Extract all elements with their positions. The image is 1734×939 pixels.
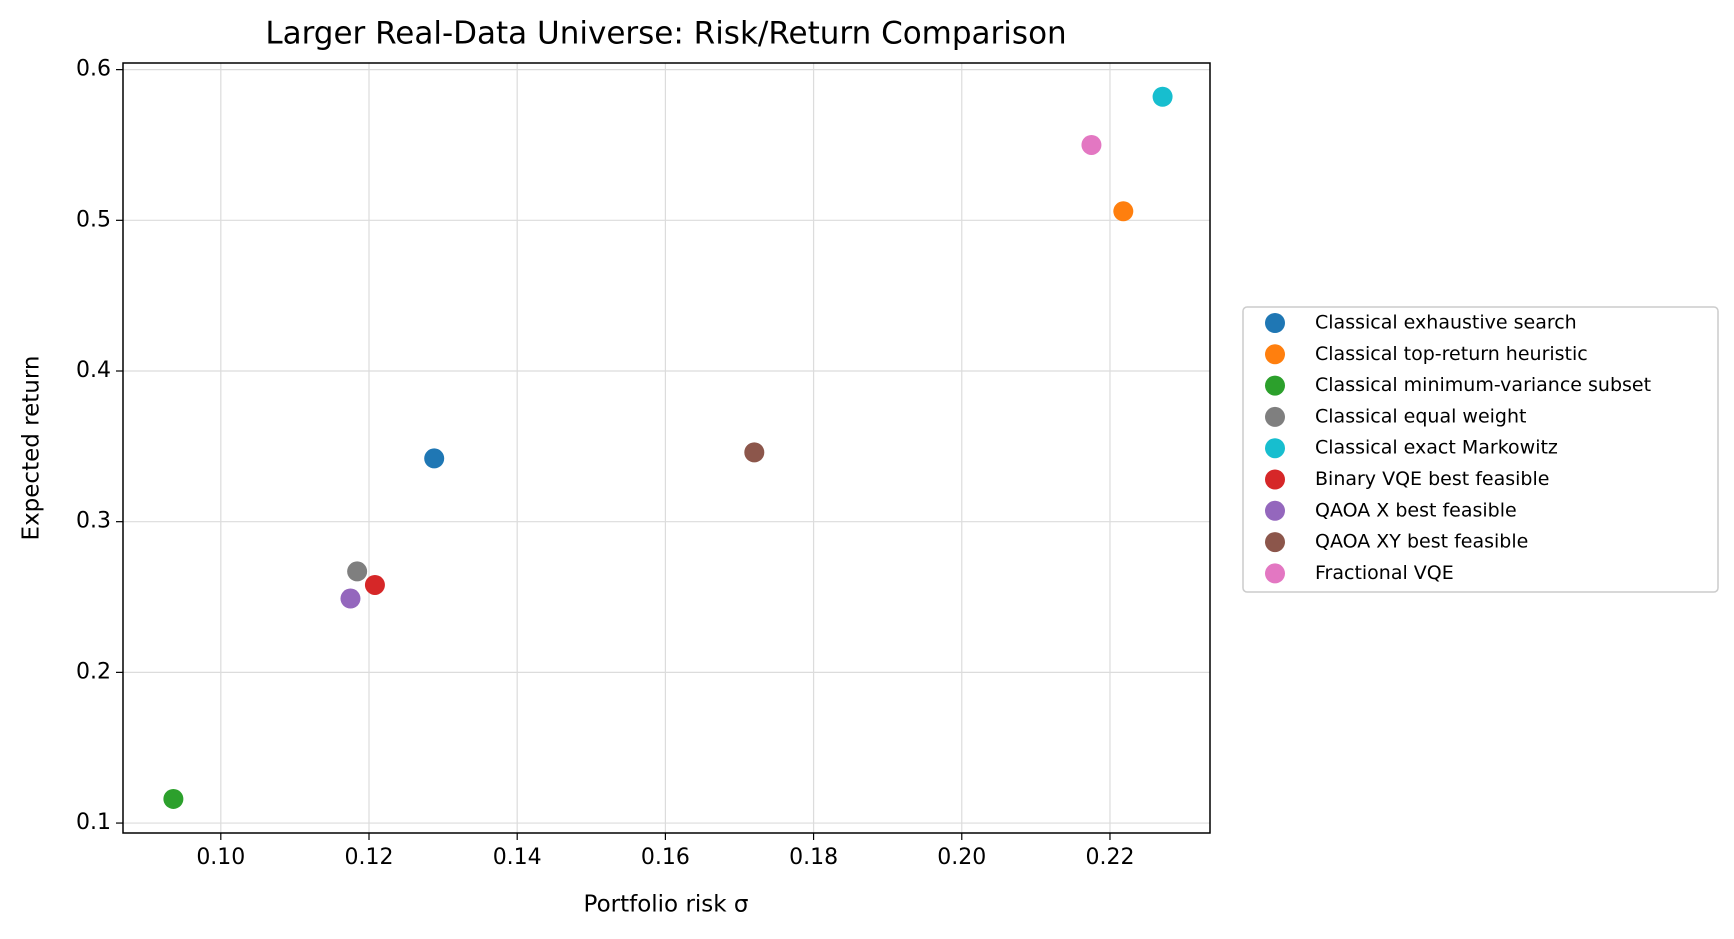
y-tick-label: 0.1 [76, 810, 111, 835]
legend-marker [1265, 563, 1285, 584]
legend-marker [1265, 344, 1285, 365]
x-tick-label: 0.10 [196, 845, 245, 870]
legend-label: Binary VQE best feasible [1315, 468, 1549, 490]
y-tick-label: 0.2 [76, 659, 111, 684]
legend-label: QAOA XY best feasible [1315, 531, 1528, 553]
point [424, 448, 445, 469]
legend-label: Classical minimum-variance subset [1315, 374, 1651, 396]
point [364, 574, 385, 595]
legend-label: Classical top-return heuristic [1315, 343, 1588, 365]
point [347, 561, 368, 582]
point [744, 442, 765, 463]
y-tick-label: 0.4 [76, 358, 111, 383]
legend-marker [1265, 313, 1285, 333]
x-tick-label: 0.14 [493, 845, 542, 870]
legend-marker [1265, 438, 1285, 459]
legend-label: Fractional VQE [1315, 562, 1454, 584]
x-tick-label: 0.22 [1085, 845, 1134, 870]
legend-marker [1265, 375, 1285, 396]
x-tick-label: 0.12 [345, 845, 394, 870]
x-tick-label: 0.16 [641, 845, 690, 870]
legend-box [1242, 306, 1719, 593]
legend-label: Classical exact Markowitz [1315, 437, 1558, 459]
x-tick-label: 0.20 [937, 845, 986, 870]
legend-marker [1265, 532, 1285, 553]
plot-frame [122, 62, 1211, 834]
point [1081, 134, 1102, 155]
point [1113, 201, 1134, 222]
legend-marker [1265, 500, 1285, 521]
x-tick-label: 0.18 [789, 845, 838, 870]
point [1152, 86, 1173, 107]
chart-title: Larger Real-Data Universe: Risk/Return C… [265, 16, 1066, 52]
y-tick-label: 0.5 [76, 207, 111, 232]
y-axis-label: Expected return [19, 356, 45, 541]
point [163, 788, 184, 809]
legend-label: QAOA X best feasible [1315, 499, 1517, 521]
y-tick-label: 0.6 [76, 57, 111, 82]
point [340, 588, 361, 609]
legend-label: Classical exhaustive search [1315, 312, 1577, 334]
x-axis-label: Portfolio risk σ [584, 892, 749, 918]
legend-marker [1265, 469, 1285, 490]
y-tick-label: 0.3 [76, 509, 111, 534]
legend-label: Classical equal weight [1315, 405, 1527, 427]
legend-marker [1265, 406, 1285, 427]
